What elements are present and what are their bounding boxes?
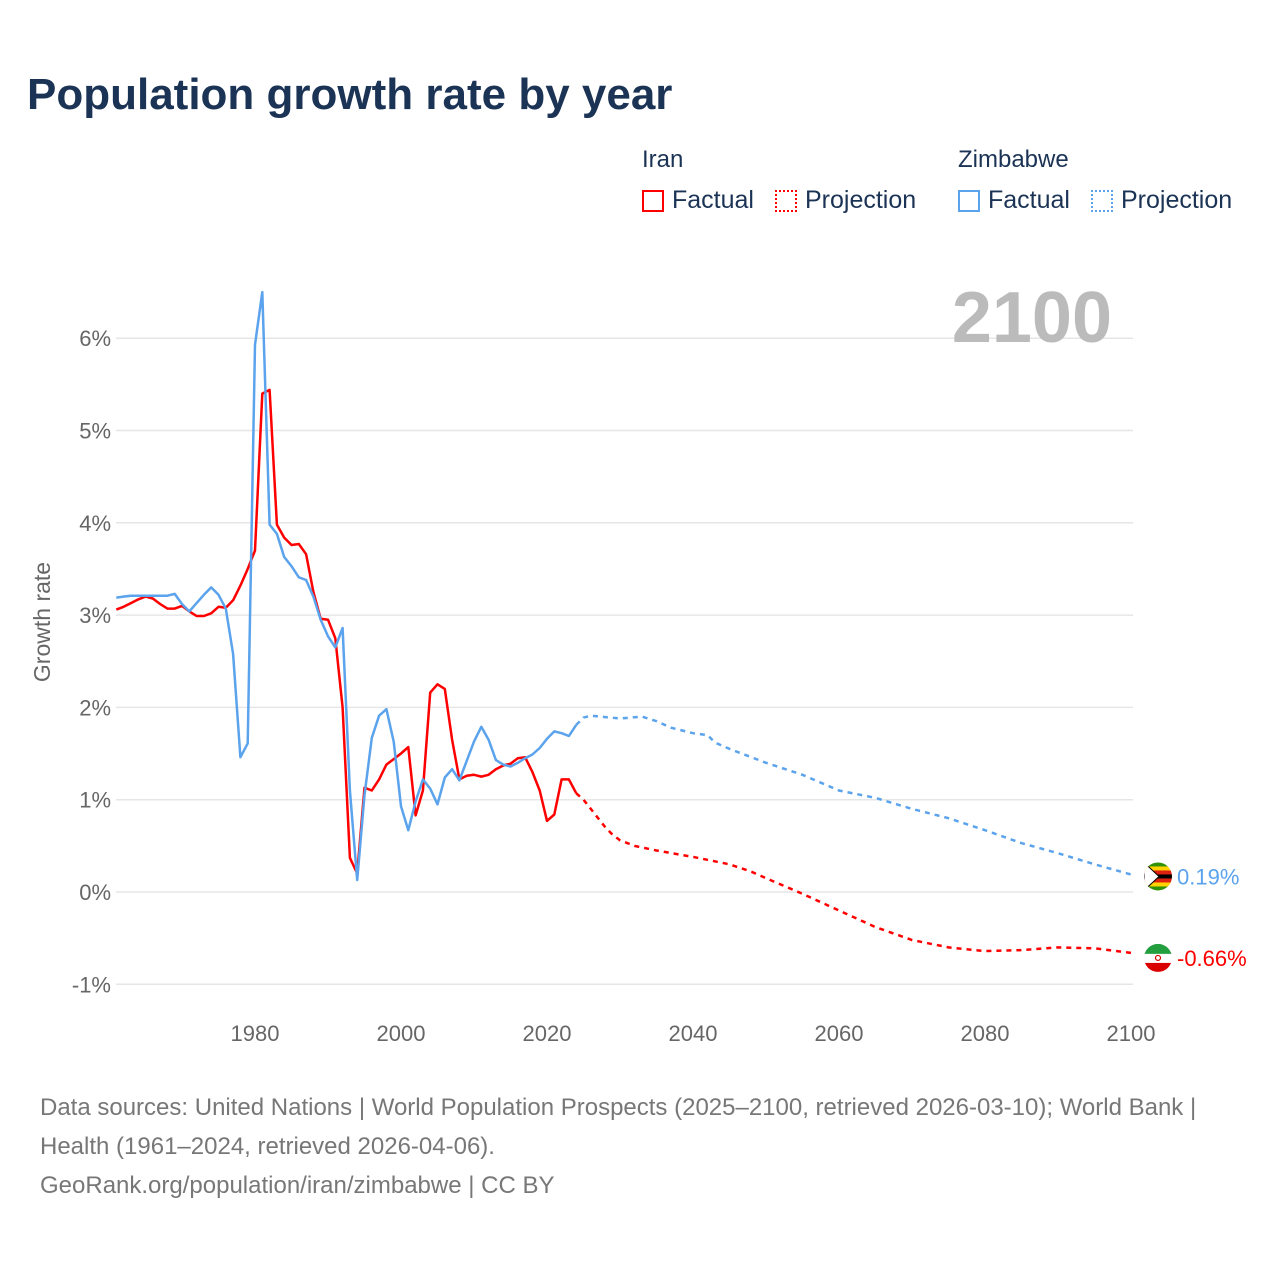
footer: Data sources: United Nations | World Pop… [40,1088,1240,1205]
y-tick-label: 6% [79,326,111,351]
legend-zimbabwe-factual[interactable]: Factual [958,186,1070,215]
iran-flag-icon [1144,943,1172,972]
legend-label: Projection [1121,186,1233,214]
y-tick-label: 4% [79,511,111,536]
series-iran-factual-line [115,388,578,875]
x-tick-label: 2000 [377,1021,426,1046]
end-value-label: -0.66% [1177,946,1247,971]
credit-link[interactable]: GeoRank.org/population/iran/zimbabwe | C… [40,1172,555,1199]
legend-label: Factual [988,186,1070,214]
x-tick-label: 2080 [961,1021,1010,1046]
legend-swatch-dotted [1091,189,1113,212]
y-tick-label: 1% [79,788,111,813]
data-sources: Data sources: United Nations | World Pop… [40,1094,1197,1160]
x-tick-label: 2100 [1107,1021,1156,1046]
x-tick-label: 1980 [231,1021,280,1046]
y-tick-label: 2% [79,695,111,720]
legend-iran-factual[interactable]: Factual [642,186,754,215]
legend-swatch-solid [642,189,664,212]
x-tick-label: 2040 [669,1021,718,1046]
end-value-label: 0.19% [1177,864,1239,889]
series-iran-projection-line [575,792,1132,955]
x-tick-label: 2020 [523,1021,572,1046]
legend-label: Projection [805,186,917,214]
y-tick-label: 5% [79,419,111,444]
page-title: Population growth rate by year [27,70,673,119]
legend-zimbabwe-projection[interactable]: Projection [1091,186,1232,215]
year-watermark: 2100 [952,278,1112,358]
y-tick-label: -1% [72,972,111,997]
legend-swatch-solid [958,189,980,212]
y-axis-label: Growth rate [29,562,55,682]
zimbabwe-flag-icon [1144,862,1172,891]
y-tick-label: 0% [79,880,111,905]
legend-group-zimbabwe: Zimbabwe [958,146,1069,173]
legend-group-iran: Iran [642,146,684,173]
legend-label: Factual [672,186,754,214]
series-zimbabwe-factual-line [116,290,578,882]
legend-iran-projection[interactable]: Projection [775,186,916,215]
y-tick-label: 3% [79,603,111,628]
legend-swatch-dotted [775,189,797,212]
series-zimbabwe-projection-line [575,714,1132,876]
x-tick-label: 2060 [815,1021,864,1046]
